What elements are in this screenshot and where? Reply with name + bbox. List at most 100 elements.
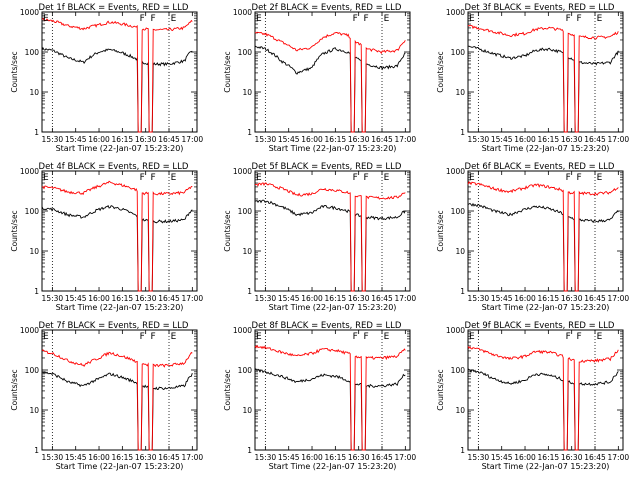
y-tick-label: 1000: [20, 326, 39, 335]
x-tick-label: 15:45: [491, 453, 513, 462]
panel-title: Det 9f BLACK = Events, RED = LLD: [465, 321, 615, 331]
marker-label: E: [171, 332, 177, 342]
x-tick-label: 16:30: [135, 453, 157, 462]
y-axis-label: Counts/sec: [436, 51, 445, 92]
y-tick-label: 1: [460, 446, 465, 455]
x-tick-label: 15:30: [255, 294, 277, 303]
marker-label: F: [576, 332, 581, 342]
marker-label: E: [469, 332, 475, 342]
y-tick-label: 1000: [446, 326, 465, 335]
x-tick-label: 15:45: [65, 294, 87, 303]
marker-label: E: [43, 332, 49, 342]
x-tick-label: 17:00: [395, 135, 417, 144]
y-axis-label: Counts/sec: [436, 369, 445, 410]
x-tick-label: 16:15: [325, 135, 347, 144]
y-tick-label: 100: [238, 48, 253, 57]
detector-panel-9: Det 9f BLACK = Events, RED = LLD 1 10 100 10…: [436, 321, 629, 471]
detector-panel-1: Det 1f BLACK = Events, RED = LLD 1 10 100 10…: [10, 3, 203, 153]
y-tick-label: 100: [451, 48, 466, 57]
marker-label: E: [171, 173, 177, 183]
x-axis-label: Start Time (22-Jan-07 15:23:20): [482, 144, 610, 153]
lld-line: [41, 180, 193, 292]
marker-label: E: [597, 14, 603, 24]
marker-label: E: [597, 173, 603, 183]
events-line: [255, 368, 406, 451]
plot-frame: [41, 329, 198, 451]
x-tick-label: 15:30: [468, 294, 490, 303]
x-tick-label: 17:00: [182, 294, 204, 303]
x-axis-label: Start Time (22-Jan-07 15:23:20): [56, 144, 184, 153]
x-tick-label: 16:15: [538, 135, 560, 144]
x-tick-label: 16:15: [112, 294, 134, 303]
x-tick-label: 15:30: [42, 294, 64, 303]
y-tick-label: 10: [242, 88, 252, 97]
y-tick-label: 100: [238, 207, 253, 216]
y-tick-label: 1000: [446, 8, 465, 17]
plot-frame: [467, 11, 624, 133]
marker-label: F: [150, 173, 155, 183]
y-axis-label: Counts/sec: [436, 210, 445, 251]
marker-label: F: [363, 332, 368, 342]
x-tick-label: 16:00: [514, 135, 536, 144]
marker-label: F: [150, 332, 155, 342]
lld-line: [254, 344, 406, 451]
detector-panel-6: Det 6f BLACK = Events, RED = LLD 1 10 100 10…: [436, 162, 629, 312]
y-axis-label: Counts/sec: [223, 51, 232, 92]
x-tick-label: 17:00: [608, 453, 630, 462]
x-tick-label: 15:45: [278, 453, 300, 462]
x-tick-label: 15:30: [255, 453, 277, 462]
x-tick-label: 16:30: [561, 135, 583, 144]
marker-label: F: [363, 173, 368, 183]
x-tick-label: 15:30: [42, 135, 64, 144]
marker-label: F: [363, 14, 368, 24]
marker-label: F: [140, 14, 145, 24]
events-line: [467, 368, 619, 451]
x-tick-label: 17:00: [608, 294, 630, 303]
y-tick-label: 1: [34, 446, 39, 455]
plot-frame: [41, 170, 198, 292]
y-tick-label: 1: [34, 287, 39, 296]
marker-label: F: [150, 14, 155, 24]
y-tick-label: 100: [451, 366, 466, 375]
marker-label: E: [43, 173, 49, 183]
y-tick-label: 1000: [233, 326, 252, 335]
x-tick-label: 16:45: [158, 135, 180, 144]
panel-title: Det 6f BLACK = Events, RED = LLD: [465, 162, 615, 172]
plot-frame: [254, 170, 411, 292]
y-tick-label: 10: [455, 247, 465, 256]
x-tick-label: 16:45: [584, 294, 606, 303]
detector-panel-3: Det 3f BLACK = Events, RED = LLD 1 10 100 10…: [436, 3, 629, 153]
events-line: [41, 371, 193, 451]
marker-label: E: [256, 332, 262, 342]
x-tick-label: 16:45: [584, 453, 606, 462]
marker-label: F: [353, 332, 358, 342]
detector-panel-4: Det 4f BLACK = Events, RED = LLD 1 10 100 10…: [10, 162, 203, 312]
lld-line: [254, 31, 406, 133]
events-line: [467, 45, 619, 133]
marker-label: E: [171, 14, 177, 24]
x-tick-label: 16:45: [371, 453, 393, 462]
y-tick-label: 1000: [20, 167, 39, 176]
lld-line: [41, 18, 193, 133]
x-tick-label: 15:30: [255, 135, 277, 144]
x-tick-label: 16:30: [348, 453, 370, 462]
marker-label: F: [576, 14, 581, 24]
marker-label: F: [140, 173, 145, 183]
x-axis-label: Start Time (22-Jan-07 15:23:20): [482, 462, 610, 471]
plot-frame: [467, 170, 624, 292]
x-axis-label: Start Time (22-Jan-07 15:23:20): [269, 462, 397, 471]
panel-title: Det 4f BLACK = Events, RED = LLD: [39, 162, 189, 172]
lld-line: [467, 181, 619, 292]
lld-line: [467, 346, 619, 451]
events-line: [41, 46, 193, 133]
x-tick-label: 15:45: [65, 453, 87, 462]
y-axis-label: Counts/sec: [10, 210, 19, 251]
y-tick-label: 1: [247, 446, 252, 455]
plot-frame: [467, 329, 624, 451]
x-tick-label: 15:45: [278, 135, 300, 144]
x-tick-label: 16:45: [158, 453, 180, 462]
x-axis-label: Start Time (22-Jan-07 15:23:20): [269, 144, 397, 153]
x-tick-label: 16:45: [584, 135, 606, 144]
y-tick-label: 100: [25, 207, 40, 216]
